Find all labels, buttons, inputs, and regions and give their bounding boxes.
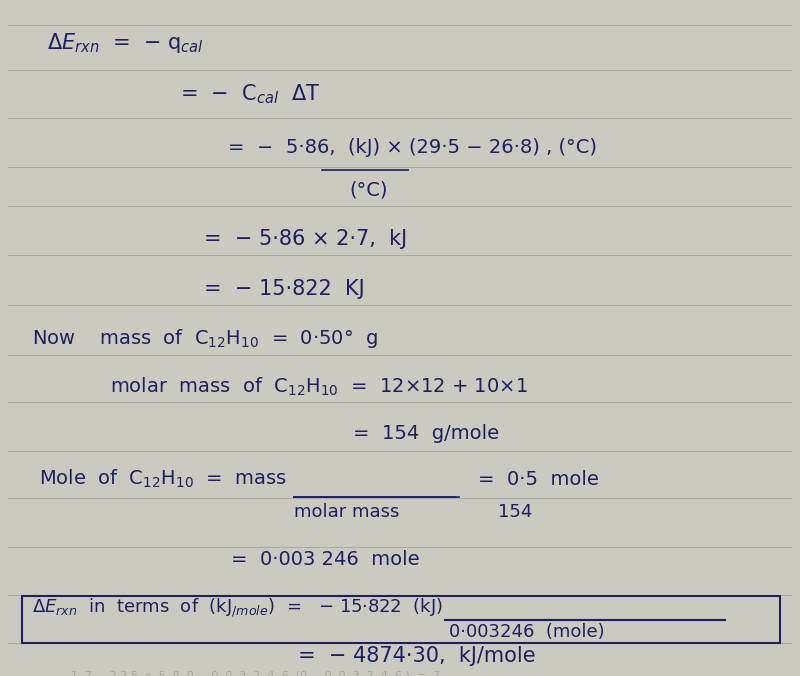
Text: =  154  g/mole: = 154 g/mole [353,424,499,443]
Text: =  − 5·86 × 2·7,  kJ: = − 5·86 × 2·7, kJ [204,229,407,249]
Text: Now    mass  of  C$_{12}$H$_{10}$  =  0·50°  g: Now mass of C$_{12}$H$_{10}$ = 0·50° g [31,327,378,350]
Text: 0·003246  (mole): 0·003246 (mole) [449,623,604,641]
Text: $\Delta E_{rxn}$  =  − q$_{cal}$: $\Delta E_{rxn}$ = − q$_{cal}$ [47,31,204,55]
Text: molar  mass  of  C$_{12}$H$_{10}$  =  12×12 + 10×1: molar mass of C$_{12}$H$_{10}$ = 12×12 +… [110,375,527,397]
Text: 1  7  .  2 2 5  x  5  8  0  .  0  0  3  2  4  6  (0  .  0  0  3  2  4  6 )  =  7: 1 7 . 2 2 5 x 5 8 0 . 0 0 3 2 4 6 (0 . 0… [70,671,440,676]
Text: molar mass: molar mass [294,502,399,521]
Bar [22,596,780,643]
Text: 154: 154 [498,502,532,521]
Text: =  − 4874·30,  kJ/mole: = − 4874·30, kJ/mole [298,646,536,666]
Text: =  0·003 246  mole: = 0·003 246 mole [231,550,420,569]
Text: Mole  of  C$_{12}$H$_{10}$  =  mass: Mole of C$_{12}$H$_{10}$ = mass [39,468,287,490]
Text: (°C): (°C) [349,180,387,199]
Text: $\Delta E_{rxn}$  in  terms  of  (kJ$_{/mole}$)  =   − 15·822  (kJ): $\Delta E_{rxn}$ in terms of (kJ$_{/mole… [31,596,442,619]
Text: =  −  C$_{cal}$  ΔT: = − C$_{cal}$ ΔT [181,82,321,106]
Text: =  −  5·86,  (kJ) × (29·5 − 26·8) , (°C): = − 5·86, (kJ) × (29·5 − 26·8) , (°C) [227,139,597,158]
Text: =  0·5  mole: = 0·5 mole [478,470,599,489]
Text: =  − 15·822  KJ: = − 15·822 KJ [204,279,365,299]
